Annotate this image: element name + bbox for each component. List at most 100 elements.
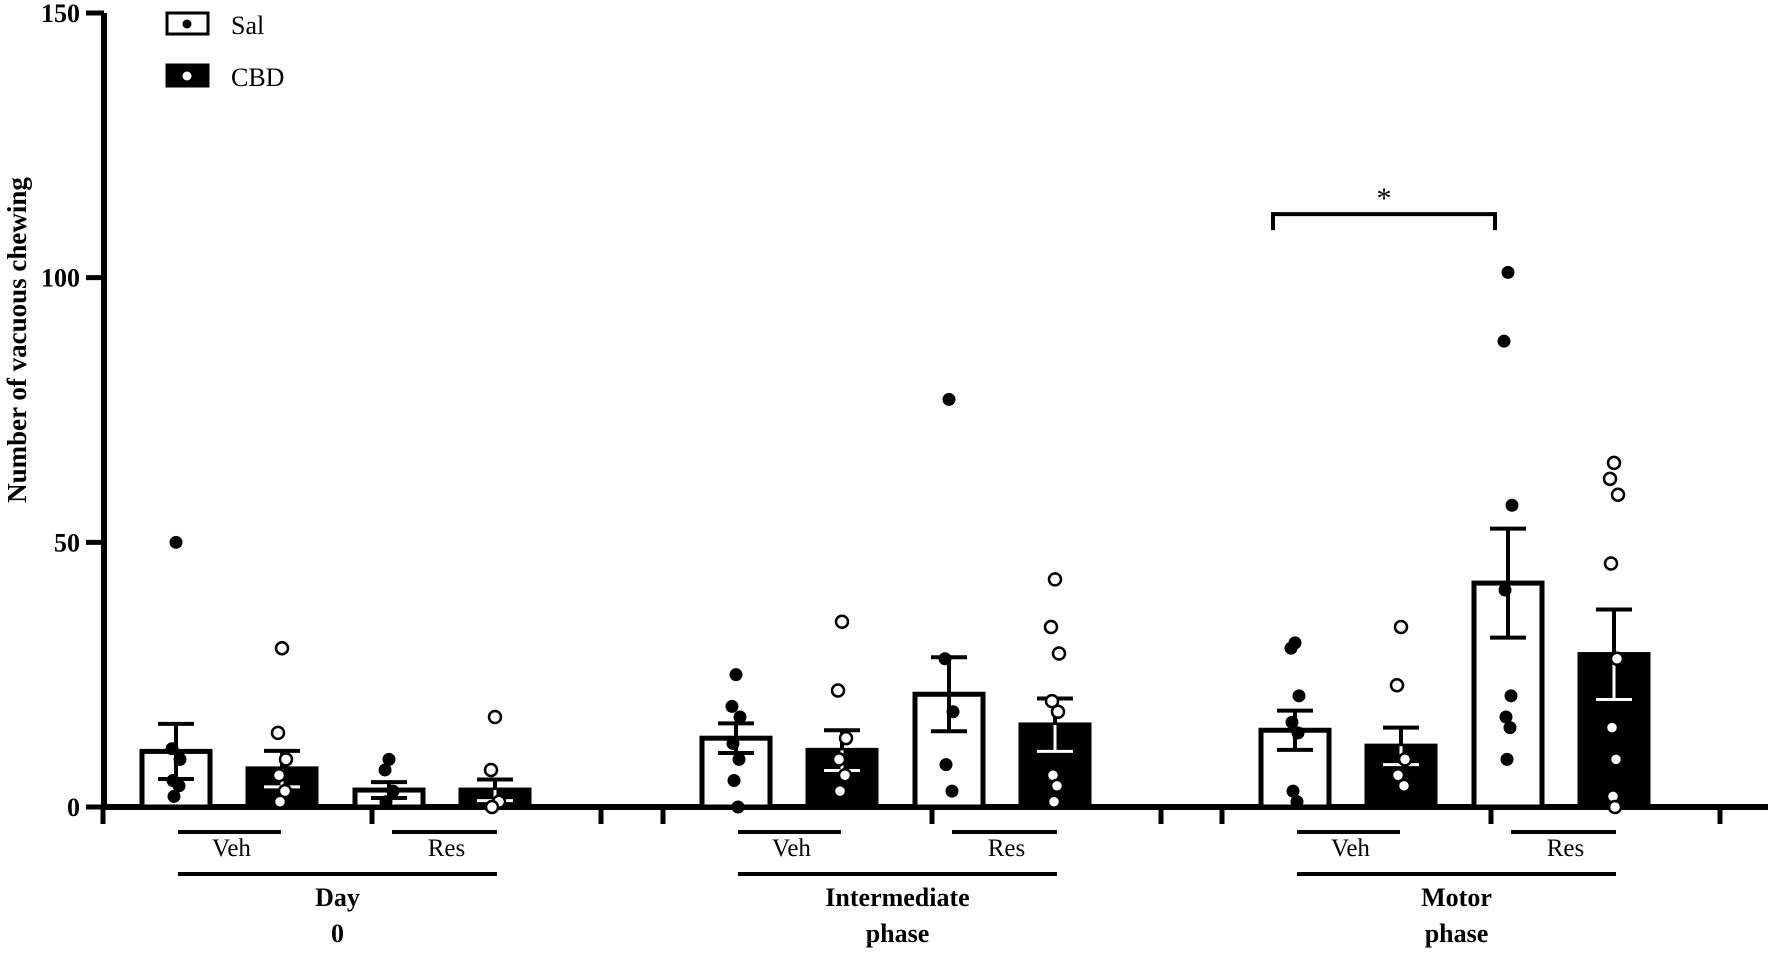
bar-group (1577, 455, 1651, 815)
data-point-sal (942, 392, 956, 406)
bar-group (1471, 265, 1545, 810)
data-point-cbd (274, 640, 290, 656)
bar-group (139, 535, 213, 810)
data-point-sal (946, 705, 960, 719)
data-point-sal (1284, 641, 1298, 655)
group-labels: Veh Res Day 0 Veh Res Intermediate phase Veh Res M… (178, 830, 1616, 948)
bar-group (352, 752, 426, 810)
data-point-sal (938, 652, 952, 666)
data-point-sal (172, 779, 186, 793)
data-point-sal (379, 795, 393, 809)
data-point-cbd (1397, 752, 1413, 767)
data-point-cbd (1047, 572, 1063, 587)
legend-marker-sal (182, 19, 192, 29)
legend-label-cbd: CBD (231, 63, 284, 92)
data-point-cbd (1603, 556, 1619, 571)
data-point-cbd (834, 614, 850, 629)
bars (100, 265, 1723, 824)
data-point-sal (1497, 334, 1511, 348)
data-point-sal (726, 736, 740, 750)
treatment-label: Res (988, 835, 1026, 862)
phase-label: Day 0 (315, 883, 360, 948)
data-point-cbd (484, 799, 500, 815)
y-axis-title: Number of vacuous chewing (2, 177, 32, 503)
data-point-cbd (272, 794, 288, 809)
data-point-cbd (831, 752, 847, 767)
data-point-cbd (1043, 619, 1059, 635)
y-tick-label: 50 (54, 528, 80, 557)
data-point-sal (729, 668, 743, 682)
treatment-label: Veh (772, 835, 811, 862)
data-point-cbd (1604, 720, 1620, 735)
data-point-cbd (1051, 646, 1067, 661)
data-point-sal (727, 774, 741, 788)
bar-group (458, 709, 532, 815)
data-point-sal (1292, 689, 1306, 703)
data-point-cbd (1602, 471, 1618, 487)
data-point-sal (386, 784, 400, 798)
data-point-cbd (830, 683, 846, 698)
data-point-sal (165, 742, 179, 756)
data-point-cbd (1610, 487, 1626, 502)
treatment-label: Veh (212, 835, 251, 862)
y-tick-label: 100 (41, 264, 80, 293)
data-point-cbd (278, 752, 294, 767)
data-point-sal (945, 784, 959, 798)
data-point-cbd (832, 783, 848, 799)
data-point-sal (1291, 726, 1305, 740)
data-point-sal (731, 800, 745, 814)
data-point-cbd (271, 767, 287, 783)
annotations: * (1271, 182, 1497, 231)
bar-group (912, 392, 986, 810)
y-ticks: 0 50 100 150 (41, 0, 104, 822)
significance-star: * (1377, 182, 1392, 215)
data-point-cbd (837, 767, 853, 783)
data-point-sal (1505, 498, 1519, 512)
data-point-sal (939, 758, 953, 772)
data-point-sal (378, 763, 392, 777)
data-point-cbd (270, 725, 286, 741)
data-point-cbd (1390, 767, 1406, 783)
data-point-cbd (1393, 619, 1409, 635)
data-point-cbd (1607, 799, 1623, 815)
legend-marker-cbd (182, 71, 192, 81)
treatment-label: Res (1547, 835, 1585, 862)
data-point-sal (1285, 715, 1299, 729)
data-point-sal (1290, 795, 1304, 809)
data-point-cbd (1608, 752, 1624, 767)
data-point-sal (1504, 689, 1518, 703)
data-point-cbd (1396, 778, 1412, 794)
bar-group (805, 614, 879, 810)
legend-item-sal: Sal (165, 11, 264, 40)
data-point-sal (725, 699, 739, 713)
data-point-cbd (1049, 778, 1065, 794)
phase-label: Intermediate phase (825, 883, 969, 948)
data-point-sal (1498, 583, 1512, 597)
y-tick-label: 150 (41, 0, 80, 28)
data-point-sal (1500, 752, 1514, 766)
data-point-sal (1503, 721, 1517, 735)
bar-group (699, 668, 773, 814)
treatment-label: Veh (1331, 835, 1370, 862)
data-point-cbd (483, 762, 499, 778)
phase-label: Motor phase (1421, 883, 1492, 948)
legend-item-cbd: CBD (165, 63, 284, 92)
data-point-cbd (1050, 704, 1066, 719)
data-point-cbd (1606, 455, 1622, 471)
bar-group (1258, 636, 1332, 810)
data-point-sal (173, 752, 187, 766)
data-point-cbd (1389, 678, 1405, 693)
legend: Sal CBD (165, 11, 284, 92)
data-point-sal (733, 710, 747, 724)
data-point-cbd (838, 730, 854, 746)
data-point-sal (169, 535, 183, 549)
data-point-sal (167, 789, 181, 803)
bar-group (1364, 619, 1438, 810)
legend-label-sal: Sal (231, 11, 264, 40)
treatment-label: Res (428, 835, 466, 862)
data-point-cbd (1044, 693, 1060, 709)
data-point-cbd (1046, 794, 1062, 809)
bar-group (245, 640, 319, 810)
data-point-sal (732, 752, 746, 766)
